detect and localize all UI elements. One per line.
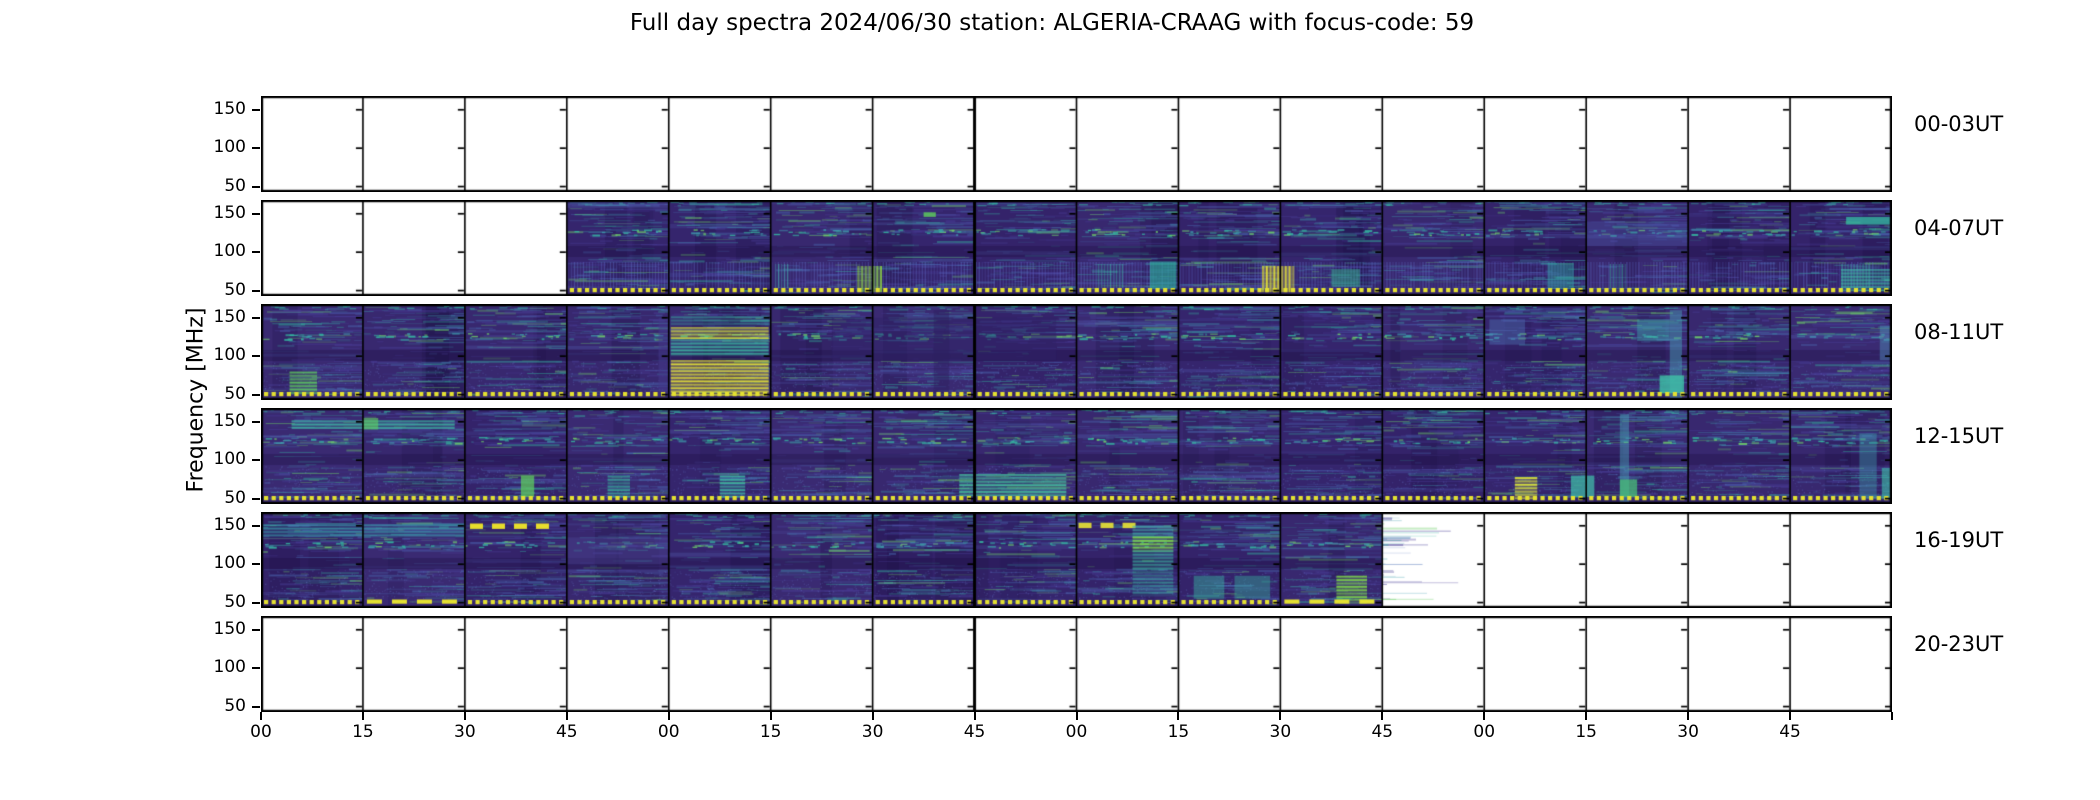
- y-tick-label: 50: [224, 591, 246, 612]
- spectrogram-row-4: [261, 512, 1892, 608]
- x-tick-mark: [1279, 712, 1282, 720]
- y-tick-mark: [252, 705, 260, 708]
- y-tick-label: 100: [213, 657, 246, 678]
- x-tick-label: 15: [759, 722, 782, 742]
- y-tick-mark: [252, 251, 260, 254]
- y-tick-label: 150: [213, 98, 246, 119]
- y-tick-mark: [252, 316, 260, 319]
- y-tick-mark: [252, 563, 260, 566]
- y-tick-mark: [252, 289, 260, 292]
- y-tick-mark: [252, 497, 260, 500]
- x-tick-mark: [260, 712, 262, 720]
- row-time-label-5: 20-23UT: [1914, 632, 2004, 656]
- row-time-label-0: 00-03UT: [1914, 112, 2004, 136]
- y-tick-label: 50: [224, 279, 246, 300]
- x-tick-label: 45: [555, 722, 578, 742]
- x-tick-mark: [1891, 712, 1893, 720]
- y-tick-mark: [252, 420, 260, 423]
- spectrogram-row-1: [261, 200, 1892, 296]
- y-tick-label: 50: [224, 695, 246, 716]
- y-tick-label: 100: [213, 241, 246, 262]
- row-time-label-4: 16-19UT: [1914, 528, 2004, 552]
- spectrogram-row-5: [261, 616, 1892, 712]
- x-tick-label: 45: [1779, 722, 1801, 742]
- x-tick-mark: [1687, 712, 1690, 720]
- x-tick-mark: [1075, 712, 1078, 720]
- y-tick-mark: [252, 185, 260, 188]
- y-tick-mark: [252, 601, 260, 604]
- x-tick-label: 15: [352, 722, 374, 742]
- x-tick-label: 30: [861, 722, 884, 742]
- y-tick-mark: [252, 108, 260, 111]
- x-tick-label: 15: [1575, 722, 1597, 742]
- x-tick-label: 15: [1167, 722, 1190, 742]
- spectrogram-row-2: [261, 304, 1892, 400]
- x-tick-label: 00: [1065, 722, 1088, 742]
- y-tick-mark: [252, 628, 260, 631]
- y-tick-label: 100: [213, 553, 246, 574]
- y-tick-label: 150: [213, 202, 246, 223]
- y-tick-label: 50: [224, 175, 246, 196]
- x-tick-label: 30: [1269, 722, 1292, 742]
- x-tick-mark: [769, 712, 772, 720]
- spectrogram-row-0: [261, 96, 1892, 192]
- y-tick-label: 100: [213, 449, 246, 470]
- y-tick-label: 100: [213, 137, 246, 158]
- x-tick-mark: [871, 712, 874, 720]
- x-tick-mark: [463, 712, 466, 720]
- x-tick-label: 00: [1473, 722, 1496, 742]
- row-time-label-2: 08-11UT: [1914, 320, 2004, 344]
- x-tick-mark: [1483, 712, 1486, 720]
- x-tick-mark: [1177, 712, 1180, 720]
- y-tick-label: 150: [213, 514, 246, 535]
- y-tick-label: 150: [213, 618, 246, 639]
- x-tick-label: 30: [454, 722, 476, 742]
- x-tick-mark: [565, 712, 568, 720]
- y-tick-mark: [252, 212, 260, 215]
- spectrogram-row-3: [261, 408, 1892, 504]
- y-tick-label: 150: [213, 306, 246, 327]
- y-tick-label: 100: [213, 345, 246, 366]
- x-tick-mark: [361, 712, 364, 720]
- x-tick-mark: [1381, 712, 1384, 720]
- x-tick-mark: [667, 712, 670, 720]
- y-tick-mark: [252, 667, 260, 670]
- row-time-label-3: 12-15UT: [1914, 424, 2004, 448]
- y-tick-label: 50: [224, 487, 246, 508]
- y-tick-mark: [252, 524, 260, 527]
- x-tick-label: 45: [1371, 722, 1394, 742]
- x-tick-label: 00: [250, 722, 272, 742]
- y-tick-label: 50: [224, 383, 246, 404]
- y-tick-mark: [252, 459, 260, 462]
- x-tick-label: 30: [1677, 722, 1699, 742]
- y-tick-mark: [252, 355, 260, 358]
- x-tick-label: 00: [657, 722, 680, 742]
- y-tick-mark: [252, 147, 260, 150]
- y-tick-mark: [252, 393, 260, 396]
- x-tick-mark: [1585, 712, 1588, 720]
- x-tick-label: 45: [963, 722, 986, 742]
- x-tick-mark: [973, 712, 976, 720]
- row-time-label-1: 04-07UT: [1914, 216, 2004, 240]
- y-tick-label: 150: [213, 410, 246, 431]
- chart-title: Full day spectra 2024/06/30 station: ALG…: [629, 10, 1475, 36]
- x-tick-mark: [1789, 712, 1792, 720]
